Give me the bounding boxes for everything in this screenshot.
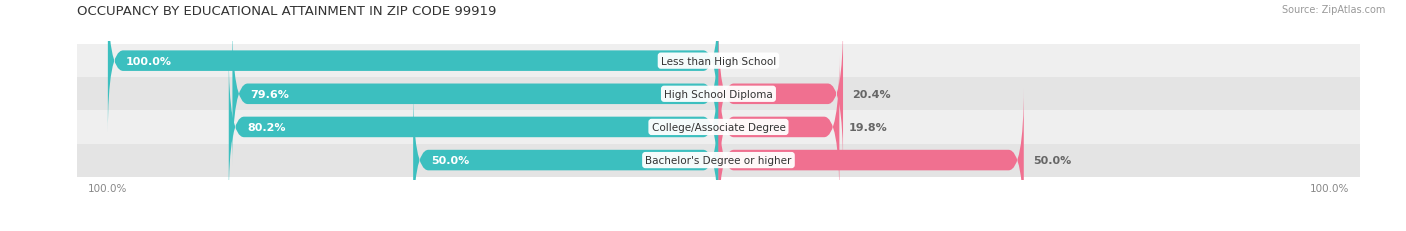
- Text: 100.0%: 100.0%: [127, 56, 172, 66]
- Text: High School Diploma: High School Diploma: [664, 89, 773, 99]
- Text: 50.0%: 50.0%: [432, 155, 470, 165]
- FancyBboxPatch shape: [718, 55, 839, 200]
- Text: 0.0%: 0.0%: [728, 56, 758, 66]
- FancyBboxPatch shape: [718, 22, 844, 167]
- Bar: [77, 78, 1360, 111]
- Bar: [77, 144, 1360, 177]
- Text: 79.6%: 79.6%: [250, 89, 290, 99]
- FancyBboxPatch shape: [413, 88, 718, 231]
- FancyBboxPatch shape: [718, 88, 1024, 231]
- Text: Bachelor's Degree or higher: Bachelor's Degree or higher: [645, 155, 792, 165]
- FancyBboxPatch shape: [229, 55, 718, 200]
- FancyBboxPatch shape: [108, 0, 718, 134]
- Text: 20.4%: 20.4%: [852, 89, 891, 99]
- Text: 50.0%: 50.0%: [1033, 155, 1071, 165]
- Text: 19.8%: 19.8%: [849, 122, 887, 132]
- Bar: [77, 45, 1360, 78]
- Text: Source: ZipAtlas.com: Source: ZipAtlas.com: [1281, 5, 1385, 15]
- Text: Less than High School: Less than High School: [661, 56, 776, 66]
- Text: College/Associate Degree: College/Associate Degree: [651, 122, 786, 132]
- Text: 80.2%: 80.2%: [247, 122, 285, 132]
- Text: OCCUPANCY BY EDUCATIONAL ATTAINMENT IN ZIP CODE 99919: OCCUPANCY BY EDUCATIONAL ATTAINMENT IN Z…: [77, 5, 496, 18]
- FancyBboxPatch shape: [232, 22, 718, 167]
- Bar: [77, 111, 1360, 144]
